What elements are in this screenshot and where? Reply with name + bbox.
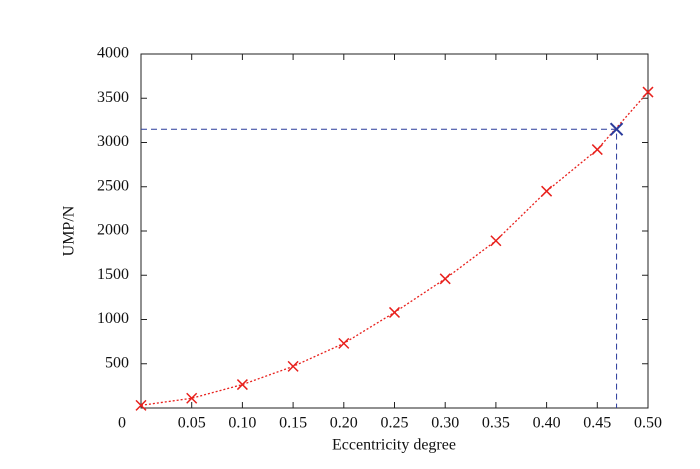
x-tick-label: 0.50: [634, 415, 662, 432]
y-tick-label: 2000: [97, 222, 129, 239]
x-tick-label: 0.25: [381, 415, 409, 432]
y-tick-label: 500: [105, 354, 129, 371]
y-tick-label: 2500: [97, 177, 129, 194]
x-axis-label: Eccentricity degree: [332, 437, 456, 454]
series-line: [140, 91, 649, 406]
point-marker: [186, 392, 198, 404]
x-tick-label: 0.05: [178, 415, 206, 432]
plot-frame: [140, 53, 649, 409]
x-tick-label: 0.35: [482, 415, 510, 432]
point-marker: [287, 360, 299, 372]
x-tick-label: 0.20: [330, 415, 358, 432]
x-tick-label: 0.10: [228, 415, 256, 432]
point-marker: [490, 235, 502, 247]
y-tick-label: 3000: [97, 133, 129, 150]
highlight-marker: [609, 122, 624, 136]
y-tick-label: 3500: [97, 89, 129, 106]
x-tick-label: 0.30: [431, 415, 459, 432]
x-tick-label: 0.40: [533, 415, 561, 432]
point-marker: [591, 144, 603, 156]
y-tick-label: 4000: [97, 45, 129, 62]
x-tick-label: 0.15: [279, 415, 307, 432]
y-axis-label: UMP/N: [61, 205, 78, 256]
point-marker: [236, 379, 248, 391]
y-tick-label: 1500: [97, 266, 129, 283]
point-marker: [541, 185, 553, 197]
x-tick-label: 0.45: [583, 415, 611, 432]
point-marker: [135, 399, 147, 411]
point-marker: [338, 337, 350, 349]
point-marker: [642, 86, 654, 98]
point-marker: [439, 273, 451, 285]
guide-line: [141, 128, 618, 408]
point-marker: [388, 306, 401, 318]
x-tick-label: 0: [118, 415, 126, 432]
y-tick-label: 1000: [97, 310, 129, 327]
